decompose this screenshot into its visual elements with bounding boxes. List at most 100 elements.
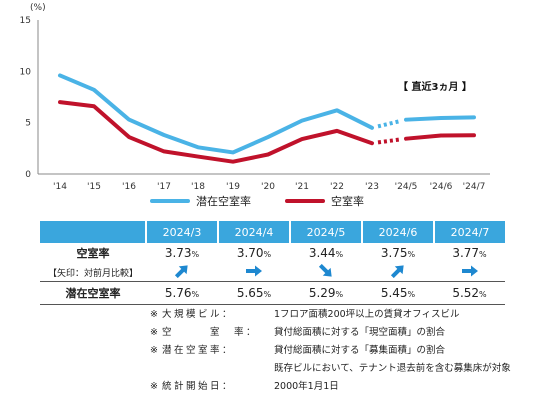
legend-label-potential: 潜在空室率	[196, 195, 251, 208]
arrow-shape	[246, 265, 262, 276]
y-tick-label: 10	[20, 67, 32, 77]
potential-value-cell: 5.52%	[434, 281, 505, 305]
footnote: ※ 統計開始日： 2000年1月1日	[150, 378, 511, 396]
legend-swatch-potential	[150, 199, 190, 203]
x-tick-label: '24/5	[395, 182, 418, 192]
vacancy-value: 3.70	[236, 246, 264, 260]
header-month-cell: 2024/7	[433, 221, 505, 243]
trend-arrow-cell	[434, 263, 505, 282]
note-mark: ※	[150, 309, 158, 320]
series-lines	[58, 73, 476, 164]
series-line-gap	[377, 137, 401, 145]
vacancy-value: 3.75	[380, 246, 408, 260]
pct-sign: %	[263, 290, 272, 299]
series-line-recent	[404, 115, 476, 122]
y-tick-label: 5	[25, 119, 31, 129]
pct-sign: %	[191, 290, 200, 299]
x-tick-label: '18	[191, 182, 205, 192]
header-blank-cell	[40, 221, 146, 243]
header-month-cell: 2024/4	[217, 221, 290, 243]
legend-item-potential: 潜在空室率	[150, 193, 251, 209]
potential-value: 5.65	[236, 286, 264, 300]
trend-arrow-cell	[362, 263, 434, 282]
x-tick-label: '17	[157, 182, 171, 192]
potential-value: 5.52	[452, 286, 480, 300]
legend-swatch-vacancy	[285, 199, 325, 203]
row-label-vacancy: 空室率	[76, 247, 110, 260]
potential-value: 5.29	[308, 286, 336, 300]
note-label: 潜在空室率：	[162, 345, 235, 356]
note-mark: ※	[150, 345, 158, 356]
arrow-shape	[461, 265, 478, 276]
x-tick-label: '23	[365, 182, 379, 192]
note-mark: ※	[150, 381, 158, 392]
header-month-cell: 2024/5	[289, 221, 362, 243]
x-tick-label: '16	[122, 182, 136, 192]
legend: 潜在空室率 空室率	[150, 193, 364, 209]
pct-sign: %	[335, 290, 344, 299]
potential-value-cell: 5.76%	[146, 281, 218, 305]
line-chart: (%) 0 5 10 15 '14 '15 '16 '17 '18 '19 '20 '21 '22 '2…	[20, 3, 490, 192]
y-ticks: 0 5 10 15	[20, 16, 32, 180]
x-tick-label: '15	[87, 182, 101, 192]
footnote: ※ 潜在空室率： 貸付総面積に対する「募集面積」の割合	[150, 342, 511, 360]
vacancy-value-cell: 3.73%	[146, 243, 218, 263]
potential-value-cell: 5.45%	[362, 281, 434, 305]
series-line-gap	[377, 119, 401, 129]
footnote-continuation: 既存ビルにおいて、テナント退去前を含む募集床が対象	[150, 360, 511, 378]
series-line-recent	[404, 133, 476, 141]
y-tick-label: 0	[25, 170, 31, 180]
recent-3-months-label: 【 直近3ヵ月 】	[398, 80, 472, 93]
note-text: 1フロア面積200坪以上の賃貸オフィスビル	[274, 309, 460, 320]
rates-table: 2024/3 2024/4 2024/5 2024/6 2024/7 空室率 3…	[40, 221, 505, 305]
trend-arrow-cell	[290, 263, 362, 282]
pct-sign: %	[407, 290, 416, 299]
pct-sign: %	[479, 290, 487, 299]
note-text: 貸付総面積に対する「現空面積」の割合	[274, 327, 446, 338]
footnote: ※ 空 室 率： 貸付総面積に対する「現空面積」の割合	[150, 324, 511, 342]
header-month-cell: 2024/6	[361, 221, 434, 243]
x-tick-label: '21	[295, 182, 309, 192]
table-row-vacancy: 空室率 3.73% 3.70% 3.44% 3.75% 3.77%	[40, 243, 505, 263]
pct-sign: %	[191, 250, 200, 259]
vacancy-value: 3.77	[452, 246, 480, 260]
x-tick-label: '24/7	[463, 182, 486, 192]
table-row-potential: 潜在空室率 5.76% 5.65% 5.29% 5.45% 5.52%	[40, 281, 505, 305]
potential-value: 5.76	[164, 286, 192, 300]
series-line-annual	[58, 100, 374, 164]
trend-arrow-icon	[461, 265, 478, 276]
pct-sign: %	[335, 250, 344, 259]
vacancy-value-cell: 3.70%	[218, 243, 290, 263]
x-ticks: '14 '15 '16 '17 '18 '19 '20 '21 '22 '23 '24/5 '24/6…	[53, 182, 485, 192]
trend-arrow-cell	[218, 263, 290, 282]
vacancy-value: 3.44	[308, 246, 336, 260]
note-mark: ※	[150, 327, 158, 338]
note-text: 既存ビルにおいて、テナント退去前を含む募集床が対象	[274, 363, 511, 374]
pct-sign: %	[263, 250, 272, 259]
row-label-potential: 潜在空室率	[40, 281, 146, 305]
trend-arrow-icon	[318, 263, 332, 277]
x-tick-label: '22	[330, 182, 344, 192]
row-label-arrow-note: 【矢印：対前月比較】	[47, 268, 138, 279]
y-tick-label: 15	[20, 16, 31, 26]
trend-arrow-icon	[174, 264, 188, 278]
trend-arrow-icon	[246, 265, 262, 276]
arrow-shape	[390, 264, 404, 278]
x-tick-label: '14	[53, 182, 67, 192]
footnote: ※ 大規模ビル： 1フロア面積200坪以上の賃貸オフィスビル	[150, 306, 511, 324]
note-label: 空 室 率：	[162, 327, 259, 338]
vacancy-value-cell: 3.44%	[290, 243, 362, 263]
x-tick-label: '24/6	[430, 182, 453, 192]
series-line-annual	[58, 73, 374, 155]
note-text: 貸付総面積に対する「募集面積」の割合	[274, 345, 446, 356]
x-tick-label: '19	[226, 182, 240, 192]
pct-sign: %	[407, 250, 416, 259]
note-label: 統計開始日：	[162, 381, 235, 392]
header-month-cell: 2024/3	[145, 221, 218, 243]
footnotes: ※ 大規模ビル： 1フロア面積200坪以上の賃貸オフィスビル ※ 空 室 率： …	[150, 306, 511, 396]
trend-arrow-cell	[146, 263, 218, 282]
pct-sign: %	[479, 250, 487, 259]
arrow-shape	[318, 263, 332, 277]
x-tick-label: '20	[261, 182, 275, 192]
arrow-shape	[174, 264, 188, 278]
